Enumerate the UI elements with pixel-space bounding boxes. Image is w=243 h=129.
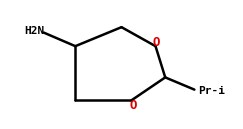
Text: Pr-i: Pr-i (198, 86, 225, 96)
Text: H2N: H2N (24, 26, 44, 36)
Text: O: O (153, 36, 160, 49)
Text: O: O (130, 99, 137, 112)
